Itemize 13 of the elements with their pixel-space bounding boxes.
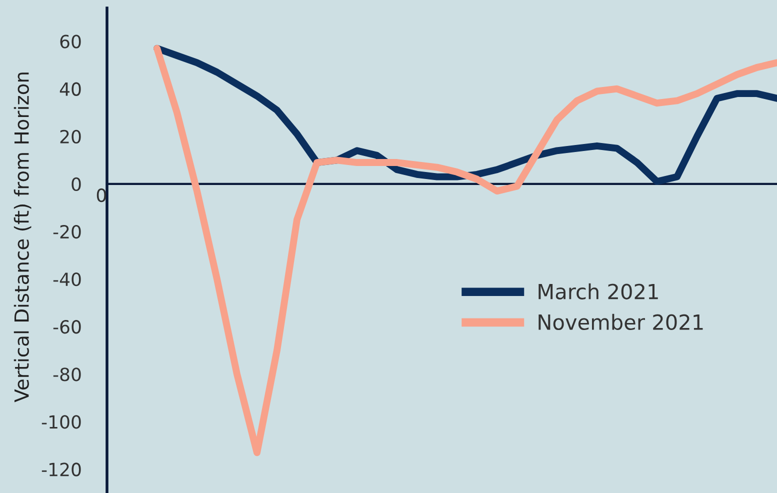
y-tick-label: -20 xyxy=(53,224,81,239)
legend-label: November 2021 xyxy=(538,314,703,330)
y-tick-label: -80 xyxy=(53,368,81,382)
y-tick-label: 20 xyxy=(60,130,81,144)
y-axis-title: Vertical Distance (ft) from Horizon xyxy=(14,72,32,402)
y-tick-label: -100 xyxy=(42,415,81,429)
y-tick-label: 40 xyxy=(60,82,81,96)
y-tick-label: 0 xyxy=(72,177,81,192)
y-tick-label: -60 xyxy=(53,320,81,334)
y-tick-label: 60 xyxy=(60,34,81,48)
legend-label: March 2021 xyxy=(538,283,658,300)
y-tick-label: -120 xyxy=(42,462,81,476)
y-tick-label: -40 xyxy=(53,272,81,286)
